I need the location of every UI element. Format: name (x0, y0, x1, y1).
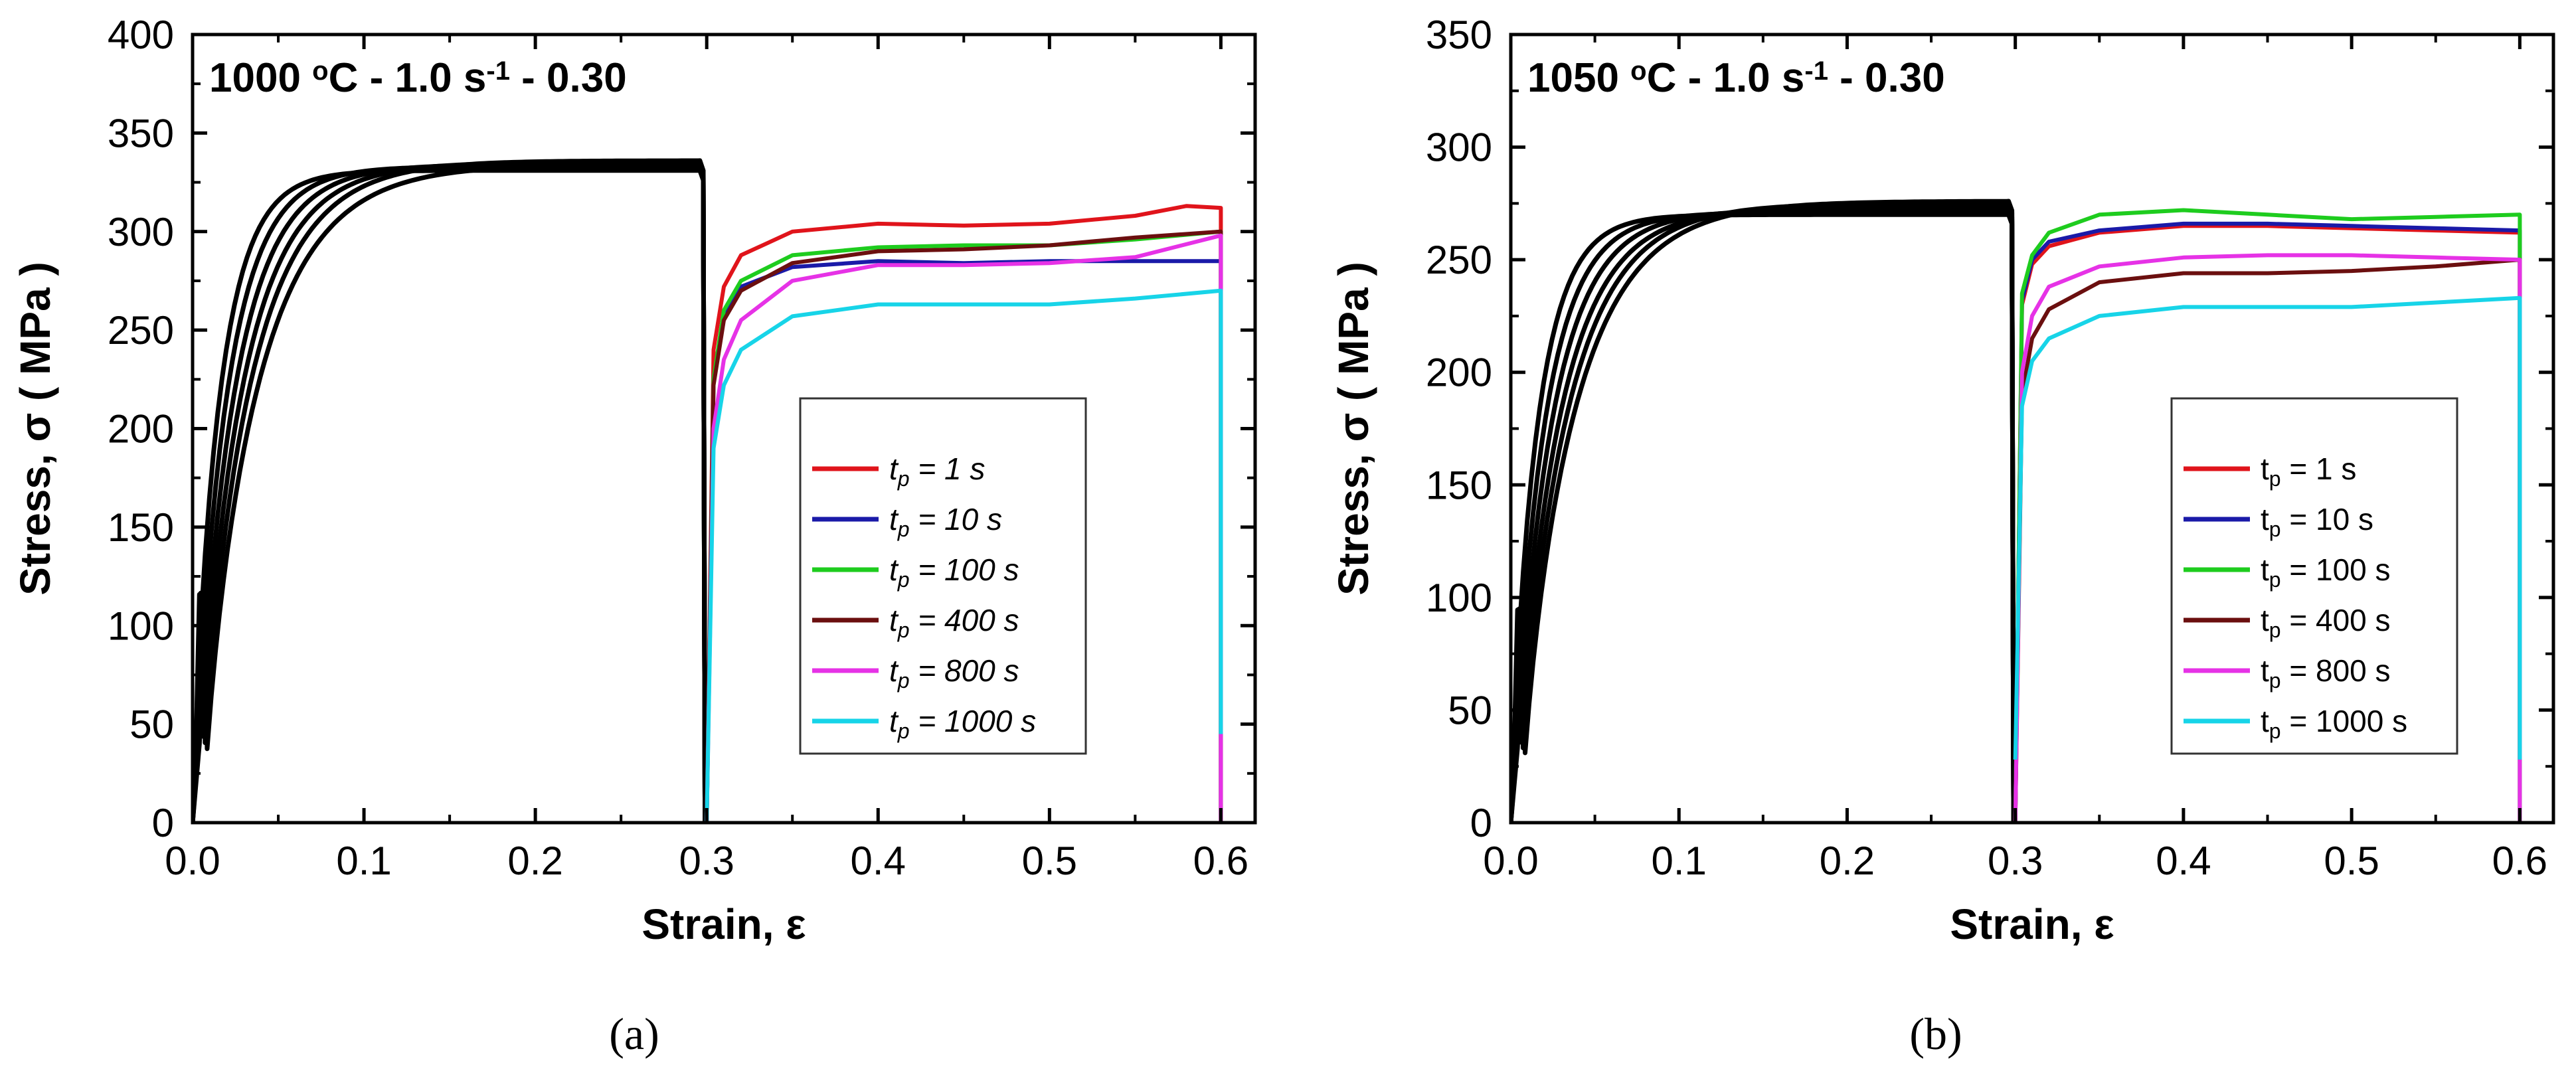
chart-b-xtick-label: 0.4 (2156, 839, 2211, 883)
chart-a-legend-label-5: tp = 1000 s (889, 704, 1036, 743)
caption-a: (a) (609, 1009, 659, 1059)
chart-b-title: 1050 oC - 1.0 s-1 - 0.30 (1527, 55, 1945, 101)
chart-a-ytick-label: 200 (108, 407, 174, 451)
chart-a-first-pass-curve (193, 158, 708, 823)
chart-a-xtick-label: 0.6 (1193, 839, 1248, 883)
chart-a-axes-frame (191, 33, 1257, 825)
chart-a-legend-box (799, 397, 1087, 755)
chart-b-legend-label-5: tp = 1000 s (2261, 704, 2407, 743)
chart-b-ytick-label: 200 (1426, 351, 1492, 395)
chart-b-ytick-label: 100 (1426, 576, 1492, 620)
chart-a-legend-label-0: tp = 1 s (889, 451, 985, 491)
chart-b-y-axis-label: Stress, σ ( MPa ) (1330, 262, 1377, 596)
chart-a-series-line-5 (705, 288, 1223, 823)
chart-b-ytick-label: 350 (1426, 13, 1492, 57)
chart-a-xtick-label: 0.1 (336, 839, 391, 883)
chart-a-y-axis-label: Stress, σ ( MPa ) (11, 262, 59, 596)
chart-a-ytick-label: 150 (108, 505, 174, 550)
chart-b-legend-label-4: tp = 800 s (2261, 653, 2391, 693)
chart-a-xtick-label: 0.3 (679, 839, 734, 883)
caption-b: (b) (1909, 1009, 1962, 1059)
chart-b-series-line-4 (2013, 253, 2522, 823)
chart-b-series-line-5 (2013, 295, 2522, 760)
chart-a-ytick-label: 350 (108, 111, 174, 155)
chart-b-legend-box (2170, 397, 2458, 755)
chart-a-xtick-label: 0.0 (165, 839, 220, 883)
chart-b-first-pass-curve (1511, 212, 2016, 823)
chart-a-ytick-label: 300 (108, 210, 174, 254)
chart-b-legend-label-2: tp = 100 s (2261, 552, 2391, 592)
chart-a-x-axis-label: Strain, ε (642, 900, 806, 948)
chart-a-legend-label-2: tp = 100 s (889, 552, 1019, 592)
chart-b-ytick-label: 50 (1448, 688, 1492, 732)
chart-b-ytick-label: 150 (1426, 463, 1492, 507)
chart-a-first-pass-curve (193, 162, 708, 823)
chart-a-series-line-3 (705, 229, 1223, 823)
chart-a-legend-label-4: tp = 800 s (889, 653, 1019, 693)
chart-b: 0 50 100 150 200 250 300 350 0.0 0.1 0.2 0.3 0.4 0.5 0… (1330, 13, 2555, 948)
chart-a-plot-area (193, 158, 1223, 823)
chart-a-xtick-label: 0.2 (507, 839, 562, 883)
chart-a-legend-label-1: tp = 10 s (889, 502, 1002, 541)
chart-a-title: 1000 oC - 1.0 s-1 - 0.30 (209, 55, 627, 101)
chart-b-xtick-label: 0.2 (1820, 839, 1875, 883)
chart-b-xtick-label: 0.6 (2492, 839, 2547, 883)
chart-a-series-line-4 (705, 233, 1223, 823)
chart-b-xtick-label: 0.3 (1988, 839, 2043, 883)
chart-b-ytick-label: 300 (1426, 125, 1492, 170)
chart-b-xtick-label: 0.5 (2324, 839, 2379, 883)
chart-a-xtick-label: 0.4 (851, 839, 906, 883)
chart-b-series-line-3 (2013, 258, 2522, 823)
chart-b-xtick-label: 0.0 (1483, 839, 1538, 883)
chart-b-xtick-label: 0.1 (1652, 839, 1707, 883)
chart-a-first-pass-curve (193, 162, 708, 823)
chart-a-series-line-0 (705, 204, 1223, 823)
chart-b-plot-area (1511, 199, 2522, 823)
chart-a-ytick-label: 50 (129, 702, 174, 747)
chart-b-legend-label-0: tp = 1 s (2261, 451, 2356, 491)
chart-b-first-pass-curve (1511, 208, 2016, 823)
chart-b-x-axis-label: Strain, ε (1950, 900, 2114, 948)
chart-a-xtick-label: 0.5 (1022, 839, 1077, 883)
chart-a-legend-label-3: tp = 400 s (889, 603, 1019, 642)
chart-a-ytick-label: 400 (108, 13, 174, 57)
chart-a-ytick-label: 250 (108, 308, 174, 353)
chart-a: 0 50 100 150 200 250 300 350 400 0.0 0.1 0.2 0.3 0.4 0… (11, 13, 1257, 948)
chart-a-ytick-label: 100 (108, 604, 174, 648)
chart-b-legend-label-3: tp = 400 s (2261, 603, 2391, 642)
chart-b-first-pass-curve (1511, 199, 2016, 823)
chart-a-first-pass-curve (193, 168, 708, 823)
chart-b-series-line-2 (2013, 208, 2522, 823)
chart-b-ytick-label: 250 (1426, 238, 1492, 282)
chart-a-legend: tp = 1 s tp = 10 s tp = 100 s tp = 400 s tp … (799, 397, 1087, 755)
chart-a-ytick-label: 0 (152, 801, 174, 845)
chart-b-legend-label-1: tp = 10 s (2261, 502, 2373, 541)
chart-b-ytick-label: 0 (1470, 801, 1492, 845)
chart-b-legend: tp = 1 s tp = 10 s tp = 100 s tp = 400 s tp … (2170, 397, 2458, 755)
